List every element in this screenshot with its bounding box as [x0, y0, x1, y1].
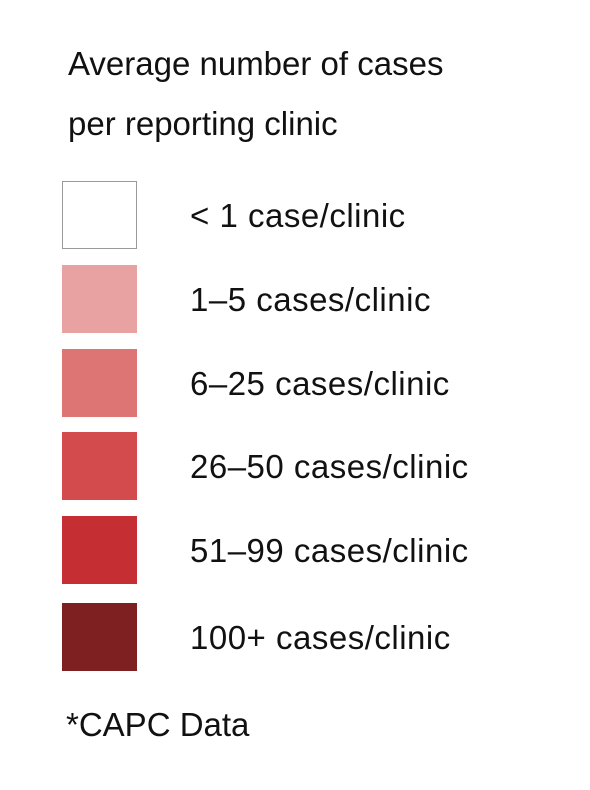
legend-label-1-5: 1–5 cases/clinic	[190, 281, 431, 318]
legend-swatch-26-50	[62, 432, 137, 500]
legend-title: Average number of cases per reporting cl…	[68, 34, 568, 154]
legend-item-6-25: 6–25 cases/clinic	[62, 349, 582, 419]
legend-swatch-100-plus	[62, 603, 137, 671]
legend-title-line2: per reporting clinic	[68, 105, 338, 142]
legend-label-lt1: < 1 case/clinic	[190, 197, 406, 234]
legend-label-26-50: 26–50 cases/clinic	[190, 448, 469, 485]
legend-label-100-plus: 100+ cases/clinic	[190, 619, 451, 656]
legend-item-100-plus: 100+ cases/clinic	[62, 603, 582, 673]
legend-swatch-1-5	[62, 265, 137, 333]
legend-label-51-99: 51–99 cases/clinic	[190, 532, 469, 569]
legend-swatch-6-25	[62, 349, 137, 417]
legend-item-26-50: 26–50 cases/clinic	[62, 432, 582, 502]
legend-swatch-51-99	[62, 516, 137, 584]
legend-label-6-25: 6–25 cases/clinic	[190, 365, 450, 402]
legend-title-line1: Average number of cases	[68, 45, 444, 82]
legend-item-1-5: 1–5 cases/clinic	[62, 265, 582, 335]
source-note: *CAPC Data	[66, 706, 250, 743]
legend-item-51-99: 51–99 cases/clinic	[62, 516, 582, 586]
legend-item-lt1: < 1 case/clinic	[62, 181, 582, 251]
legend-swatch-lt1	[62, 181, 137, 249]
